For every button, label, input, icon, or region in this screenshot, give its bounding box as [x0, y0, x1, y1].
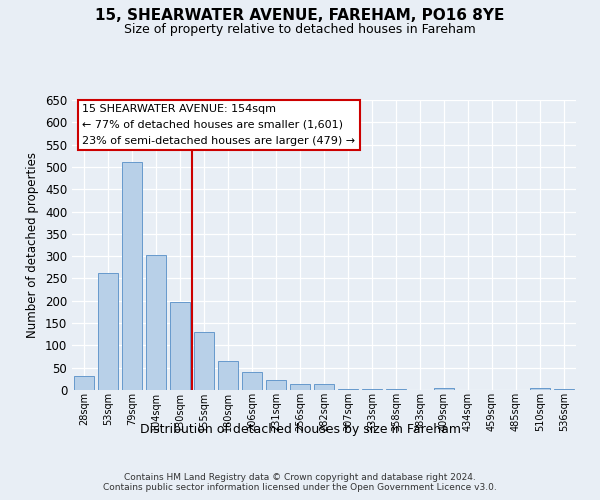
Bar: [362, 389, 382, 390]
Bar: [98, 272, 118, 390]
Bar: [266, 380, 286, 390]
Text: Contains HM Land Registry data © Crown copyright and database right 2024.: Contains HM Land Registry data © Crown c…: [124, 472, 476, 482]
Bar: [74, 376, 94, 390]
Bar: [170, 302, 190, 390]
Bar: [242, 372, 262, 390]
Text: Contains public sector information licensed under the Open Government Licence v3: Contains public sector information licen…: [103, 484, 497, 492]
Y-axis label: Number of detached properties: Number of detached properties: [26, 152, 40, 338]
Text: Size of property relative to detached houses in Fareham: Size of property relative to detached ho…: [124, 22, 476, 36]
Bar: [338, 388, 358, 390]
Bar: [434, 388, 454, 390]
Bar: [314, 384, 334, 390]
Bar: [386, 389, 406, 390]
Bar: [554, 388, 574, 390]
Bar: [146, 255, 166, 390]
Text: 15, SHEARWATER AVENUE, FAREHAM, PO16 8YE: 15, SHEARWATER AVENUE, FAREHAM, PO16 8YE: [95, 8, 505, 22]
Bar: [530, 388, 550, 390]
Text: Distribution of detached houses by size in Fareham: Distribution of detached houses by size …: [139, 422, 461, 436]
Bar: [194, 332, 214, 390]
Bar: [218, 361, 238, 390]
Text: 15 SHEARWATER AVENUE: 154sqm
← 77% of detached houses are smaller (1,601)
23% of: 15 SHEARWATER AVENUE: 154sqm ← 77% of de…: [82, 104, 355, 146]
Bar: [122, 162, 142, 390]
Bar: [290, 384, 310, 390]
